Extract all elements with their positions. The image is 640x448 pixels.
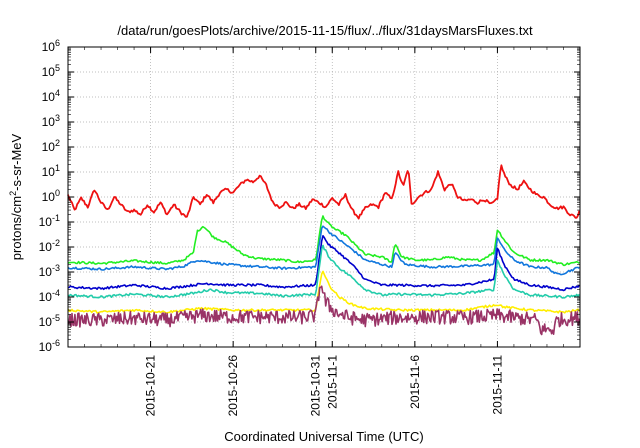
y-tick-label: 10-4 xyxy=(39,288,60,304)
y-tick-label: 10-1 xyxy=(39,213,60,229)
y-tick-label: 102 xyxy=(42,138,60,154)
x-tick-label: 2015-10-21 xyxy=(144,355,158,417)
y-tick-exponent: -6 xyxy=(52,338,60,348)
y-tick-base: 10 xyxy=(39,265,53,279)
grid xyxy=(68,47,580,347)
y-axis-title-sup: 2 xyxy=(8,191,18,196)
y-tick-base: 10 xyxy=(42,140,56,154)
y-tick-label: 10-2 xyxy=(39,238,60,254)
y-tick-base: 10 xyxy=(39,315,53,329)
x-tick-label: 2015-11-1 xyxy=(325,355,339,409)
series-line-1 xyxy=(67,164,581,220)
y-tick-label: 10-3 xyxy=(39,263,60,279)
y-tick-label: 105 xyxy=(42,63,60,79)
x-tick-label: 2015-10-31 xyxy=(309,355,323,417)
y-tick-base: 10 xyxy=(42,165,56,179)
y-tick-exponent: -3 xyxy=(52,263,60,273)
chart-title: /data/run/goesPlots/archive/2015-11-15/f… xyxy=(117,23,533,38)
y-tick-exponent: 6 xyxy=(55,38,60,48)
y-axis-title: protons/cm2-s-sr-MeV xyxy=(8,133,24,260)
x-axis-title: Coordinated Universal Time (UTC) xyxy=(224,429,423,444)
y-tick-exponent: -2 xyxy=(52,238,60,248)
y-axis-title-rest: -s-sr-MeV xyxy=(9,133,24,190)
y-tick-exponent: 0 xyxy=(55,188,60,198)
x-tick-label: 2015-11-11 xyxy=(490,355,504,415)
y-tick-base: 10 xyxy=(42,190,56,204)
x-tick-label: 2015-10-26 xyxy=(226,355,240,417)
y-tick-exponent: 4 xyxy=(55,88,60,98)
y-tick-base: 10 xyxy=(39,215,53,229)
y-tick-exponent: -1 xyxy=(52,213,60,223)
y-tick-label: 10-6 xyxy=(39,338,60,354)
series-lines xyxy=(67,164,581,336)
series-line-6 xyxy=(67,270,580,314)
y-tick-exponent: 2 xyxy=(55,138,60,148)
y-tick-base: 10 xyxy=(39,290,53,304)
y-tick-base: 10 xyxy=(42,65,56,79)
y-tick-label: 10-5 xyxy=(39,313,60,329)
y-tick-base: 10 xyxy=(42,90,56,104)
y-tick-exponent: 1 xyxy=(55,163,60,173)
series-line-5 xyxy=(67,244,580,299)
y-tick-exponent: -4 xyxy=(52,288,60,298)
y-tick-label: 100 xyxy=(42,188,60,204)
y-tick-exponent: 5 xyxy=(55,63,60,73)
series-line-3 xyxy=(67,225,580,276)
y-tick-label: 106 xyxy=(42,38,60,54)
y-tick-label: 101 xyxy=(42,163,60,179)
y-tick-base: 10 xyxy=(42,115,56,129)
y-axis-title-main: protons/cm xyxy=(9,196,24,260)
y-tick-base: 10 xyxy=(39,240,53,254)
y-tick-base: 10 xyxy=(42,40,56,54)
series-line-4 xyxy=(67,235,580,292)
y-tick-exponent: 3 xyxy=(55,113,60,123)
y-tick-base: 10 xyxy=(39,340,53,354)
y-tick-label: 104 xyxy=(42,88,60,104)
y-axis: 10-610-510-410-310-210-11001011021031041… xyxy=(39,38,580,354)
series-line-2 xyxy=(67,215,580,267)
y-tick-label: 103 xyxy=(42,113,60,129)
x-axis: 2015-10-21 2015-10-26 2015-10-31 2015-11-1 2… xyxy=(67,47,581,417)
series-line-7 xyxy=(67,285,581,336)
x-tick-label: 2015-11-6 xyxy=(408,355,422,409)
y-tick-exponent: -5 xyxy=(52,313,60,323)
